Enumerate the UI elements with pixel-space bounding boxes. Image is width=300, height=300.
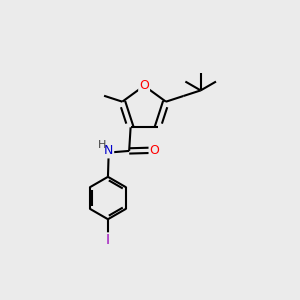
Text: I: I xyxy=(106,233,110,248)
Text: O: O xyxy=(139,79,149,92)
Text: N: N xyxy=(104,144,113,158)
Text: O: O xyxy=(149,144,159,157)
Text: H: H xyxy=(98,140,106,150)
